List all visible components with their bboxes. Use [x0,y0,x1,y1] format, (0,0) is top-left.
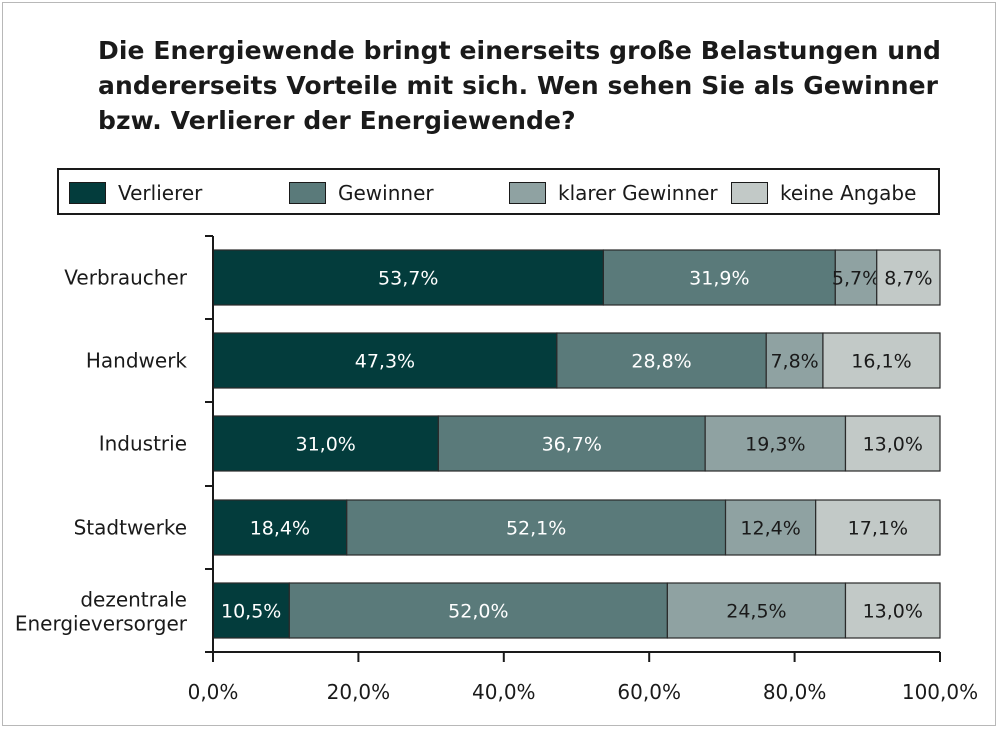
data-label: 31,0% [296,434,356,456]
bar-segment [724,499,817,556]
category-label: Verbraucher [64,266,187,290]
x-tick-label: 80,0% [763,680,827,704]
bar-segment [822,332,941,389]
category-label: dezentrale [80,588,187,612]
data-label: 47,3% [355,351,415,373]
x-tick-label: 40,0% [472,680,536,704]
legend-label-klarer-gewinner: klarer Gewinner [558,181,718,205]
legend-item-gewinner: Gewinner [289,180,434,206]
bar-segment [346,499,727,556]
legend-label-keine-angabe: keine Angabe [780,181,917,205]
legend-swatch-keine-angabe [731,182,768,204]
data-label: 12,4% [740,518,800,540]
data-label: 52,1% [506,518,566,540]
category-label: Stadtwerke [74,516,187,540]
legend-swatch-gewinner [289,182,326,204]
data-label: 31,9% [689,268,749,290]
category-label: Industrie [99,432,187,456]
legend-label-gewinner: Gewinner [338,181,434,205]
data-label: 16,1% [851,351,911,373]
x-tick-label: 20,0% [327,680,391,704]
category-label: Energieversorger [15,612,188,636]
bar-segment [844,415,941,472]
bar-segment [815,499,941,556]
data-label: 13,0% [863,434,923,456]
bar-segment [876,249,941,306]
x-tick-label: 100,0% [902,680,978,704]
data-label: 53,7% [378,268,438,290]
legend-item-keine-angabe: keine Angabe [731,180,916,206]
data-label: 8,7% [884,268,932,290]
bar-segment [212,415,439,472]
bar-segment [704,415,847,472]
data-label: 36,7% [542,434,602,456]
data-label: 5,7% [832,268,880,290]
bar-segment [556,332,767,389]
data-label: 24,5% [726,601,786,623]
x-tick-label: 0,0% [188,680,239,704]
data-label: 13,0% [863,601,923,623]
legend-swatch-klarer-gewinner [509,182,546,204]
bar-segment [602,249,836,306]
data-label: 52,0% [448,601,508,623]
chart-title: Die Energiewende bringt einerseits große… [98,36,942,135]
data-label: 28,8% [631,351,691,373]
data-label: 7,8% [770,351,818,373]
bar-segment [765,332,824,389]
legend-label-verlierer: Verlierer [118,181,203,205]
bar-segment [212,499,348,556]
category-label: Handwerk [86,349,188,373]
legend: Verlierer Gewinner klarer Gewinner keine… [57,168,940,215]
bar-segment [844,582,941,639]
legend-item-verlierer: Verlierer [69,180,202,206]
data-label: 17,1% [848,518,908,540]
data-label: 18,4% [250,518,310,540]
x-tick-label: 60,0% [617,680,681,704]
data-label: 10,5% [221,601,281,623]
bar-segment [437,415,706,472]
legend-swatch-verlierer [69,182,106,204]
bar-segment [288,582,668,639]
data-label: 19,3% [745,434,805,456]
legend-item-klarer-gewinner: klarer Gewinner [509,180,718,206]
bar-segment [834,249,878,306]
bar-segment [666,582,847,639]
